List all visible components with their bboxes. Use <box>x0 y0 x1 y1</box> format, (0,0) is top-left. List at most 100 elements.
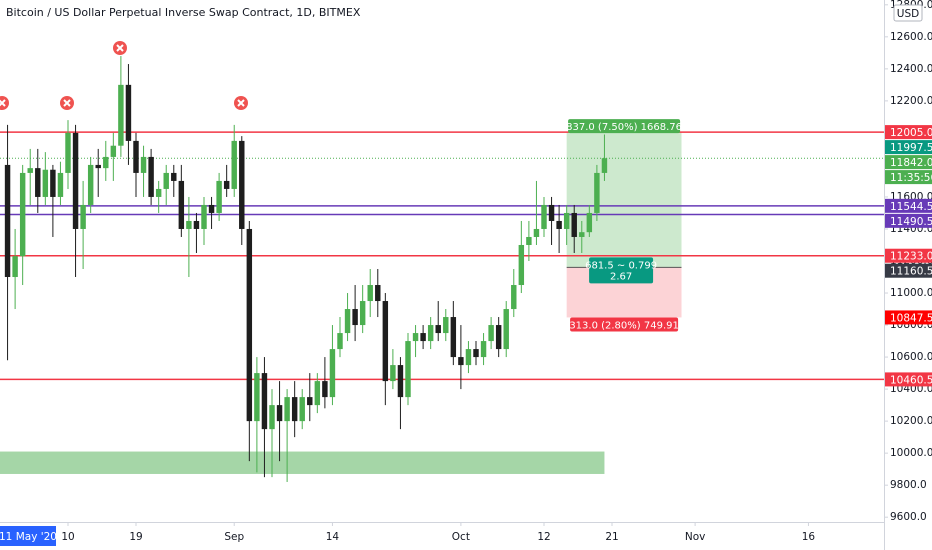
candle-body <box>239 140 245 229</box>
price-tag <box>885 125 932 140</box>
candle-body <box>118 84 124 146</box>
x-tick-label: 10 <box>61 531 74 543</box>
candle-body <box>186 220 192 229</box>
candle-body <box>397 365 404 398</box>
candle-body <box>269 405 275 430</box>
price-tag-label: 12005.0 <box>890 127 932 139</box>
crosshair-label: 11 May '20 <box>0 531 57 543</box>
candle-body <box>19 172 26 257</box>
candle-body <box>72 132 79 229</box>
candle-body <box>488 325 494 342</box>
candle-body <box>503 309 509 350</box>
candle-body <box>261 373 268 430</box>
candle-body <box>42 169 49 197</box>
position-label-box <box>568 119 681 134</box>
candle-body <box>216 180 222 213</box>
price-tag <box>885 155 932 170</box>
x-tick-label: Oct <box>452 531 470 543</box>
candle-body <box>526 236 532 245</box>
candle-body <box>171 172 177 181</box>
candle-body <box>495 325 502 350</box>
price-tag <box>885 248 932 263</box>
candle-body <box>579 232 585 237</box>
signal-marker-cross <box>116 44 124 52</box>
candle-body <box>556 220 562 229</box>
price-tag-label: 10460.5 <box>890 374 932 386</box>
currency-box <box>893 4 923 22</box>
x-tick-label: 19 <box>129 531 142 543</box>
y-tick-label: 12400.0 <box>890 63 932 75</box>
signal-marker-cross <box>0 99 6 107</box>
x-tick-label: 21 <box>605 531 618 543</box>
candle-body <box>155 188 162 197</box>
candle-body <box>405 341 411 398</box>
position-ratio-box <box>589 257 654 284</box>
candle-body <box>125 84 132 141</box>
candle-body <box>193 220 200 229</box>
candle-body <box>57 172 64 197</box>
currency: USD <box>897 8 919 20</box>
crosshair-label-box <box>0 526 56 546</box>
candle-body <box>322 381 328 398</box>
candle-body <box>65 132 71 173</box>
candle-body <box>133 140 139 173</box>
candle-body <box>359 301 366 326</box>
candle-body <box>480 341 487 358</box>
y-tick-label: 10600.0 <box>890 351 932 363</box>
signal-marker-cross <box>63 99 71 107</box>
price-tag-label: 11490.5 <box>890 216 932 228</box>
candle-body <box>103 156 109 169</box>
candle-body <box>254 373 260 422</box>
candle-body <box>337 333 343 350</box>
candle-body <box>50 169 56 197</box>
position-label: 313.0 (2.80%) 749.91 <box>569 320 679 331</box>
candle-body <box>412 333 419 342</box>
candle-body <box>533 228 540 237</box>
price-tag <box>885 310 932 325</box>
candle-body <box>12 256 18 278</box>
x-tick-label: 12 <box>537 531 550 543</box>
y-tick-label: 9600.0 <box>890 511 927 523</box>
candle-body <box>594 172 600 213</box>
candle-body <box>511 285 517 310</box>
support-zone <box>0 451 605 474</box>
y-tick-label: 10200.0 <box>890 415 932 427</box>
candle-body <box>518 244 525 286</box>
countdown-box <box>885 170 932 185</box>
candle-body <box>35 168 41 197</box>
candle-body <box>299 397 305 422</box>
candle-body <box>246 228 253 422</box>
candle-body <box>329 349 336 398</box>
x-tick-label: 16 <box>802 531 816 543</box>
signal-marker <box>0 96 9 110</box>
signal-marker-cross <box>237 99 245 107</box>
candle-body <box>450 317 457 358</box>
candle-body <box>586 212 593 233</box>
y-tick-label: 9800.0 <box>890 479 927 491</box>
y-tick-label: 10000.0 <box>890 447 932 459</box>
price-tag-label: 11842.0 <box>890 157 932 169</box>
candle-body <box>314 381 321 406</box>
candle-body <box>276 405 283 422</box>
candle-body <box>208 204 215 213</box>
candle-body <box>284 397 290 422</box>
candle-body <box>420 333 426 342</box>
candle-body <box>163 172 169 189</box>
countdown: 11:35:56 <box>890 172 932 184</box>
price-tag <box>885 213 932 228</box>
candle-body <box>563 212 570 229</box>
target-area <box>566 132 682 268</box>
candle-body <box>541 204 547 229</box>
price-tag-label: 11233.0 <box>890 251 932 263</box>
candle-body <box>344 309 351 334</box>
candle-body <box>307 397 313 406</box>
position-ratio-value: 2.67 <box>610 271 632 282</box>
candle-body <box>140 156 147 173</box>
candle-body <box>223 180 230 189</box>
price-tag-label: 11544.5 <box>890 201 932 213</box>
candle-body <box>4 164 11 278</box>
candle-body <box>548 204 555 221</box>
candle-body <box>375 285 381 302</box>
position-label: 837.0 (7.50%) 1668.76 <box>566 122 682 133</box>
